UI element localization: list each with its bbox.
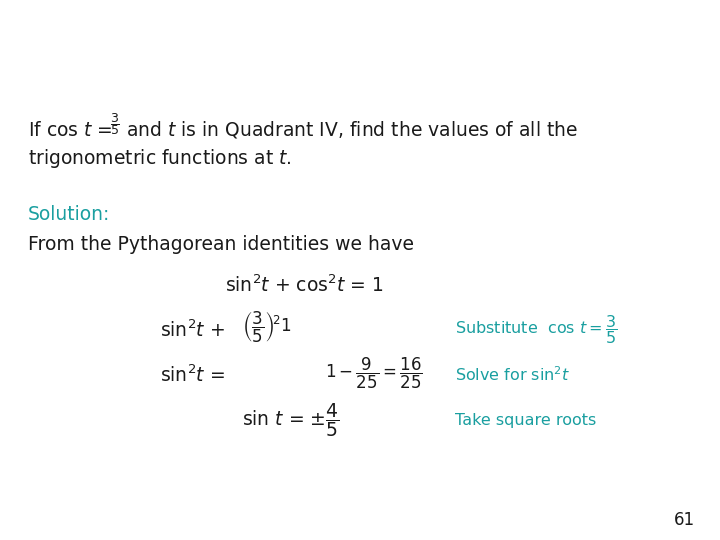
Text: Substitute  $\mathrm{cos}\ \mathit{t} = \dfrac{3}{5}$: Substitute $\mathrm{cos}\ \mathit{t} = \…: [455, 314, 618, 347]
Text: $\mathrm{sin}^2\mathit{t}$ =: $\mathrm{sin}^2\mathit{t}$ =: [160, 364, 225, 386]
Text: From the Pythagorean identities we have: From the Pythagorean identities we have: [28, 235, 414, 254]
Text: $1 - \dfrac{9}{25} = \dfrac{16}{25}$: $1 - \dfrac{9}{25} = \dfrac{16}{25}$: [325, 355, 423, 390]
Text: $\left(\dfrac{3}{5}\right)^{\!2}$1: $\left(\dfrac{3}{5}\right)^{\!2}$1: [242, 309, 292, 345]
Text: $\dfrac{3}{5}$: $\dfrac{3}{5}$: [110, 111, 120, 137]
Text: $\mathrm{sin}^2\mathit{t}$ +: $\mathrm{sin}^2\mathit{t}$ +: [160, 319, 225, 341]
Text: and $\mathit{t}$ is in Quadrant IV, find the values of all the: and $\mathit{t}$ is in Quadrant IV, find…: [126, 119, 578, 140]
Text: Solve for $\mathrm{sin}^2\mathit{t}$: Solve for $\mathrm{sin}^2\mathit{t}$: [455, 366, 570, 384]
Text: Example 5 – Finding All Trigonometric Functions from the Value of One: Example 5 – Finding All Trigonometric Fu…: [18, 70, 599, 85]
Text: $\mathrm{sin}^2\mathit{t}$ + $\mathrm{cos}^2\mathit{t}$ = 1: $\mathrm{sin}^2\mathit{t}$ + $\mathrm{co…: [225, 274, 384, 296]
Text: If cos $\mathit{t}$ =: If cos $\mathit{t}$ =: [28, 120, 114, 139]
Text: trigonometric functions at $\mathit{t}$.: trigonometric functions at $\mathit{t}$.: [28, 146, 292, 170]
Text: $\mathrm{sin}\ \mathit{t}$ = $\pm\dfrac{4}{5}$: $\mathrm{sin}\ \mathit{t}$ = $\pm\dfrac{…: [242, 401, 340, 439]
Text: Solution:: Solution:: [28, 206, 110, 225]
Text: 61: 61: [674, 511, 695, 529]
Text: Take square roots: Take square roots: [455, 413, 596, 428]
